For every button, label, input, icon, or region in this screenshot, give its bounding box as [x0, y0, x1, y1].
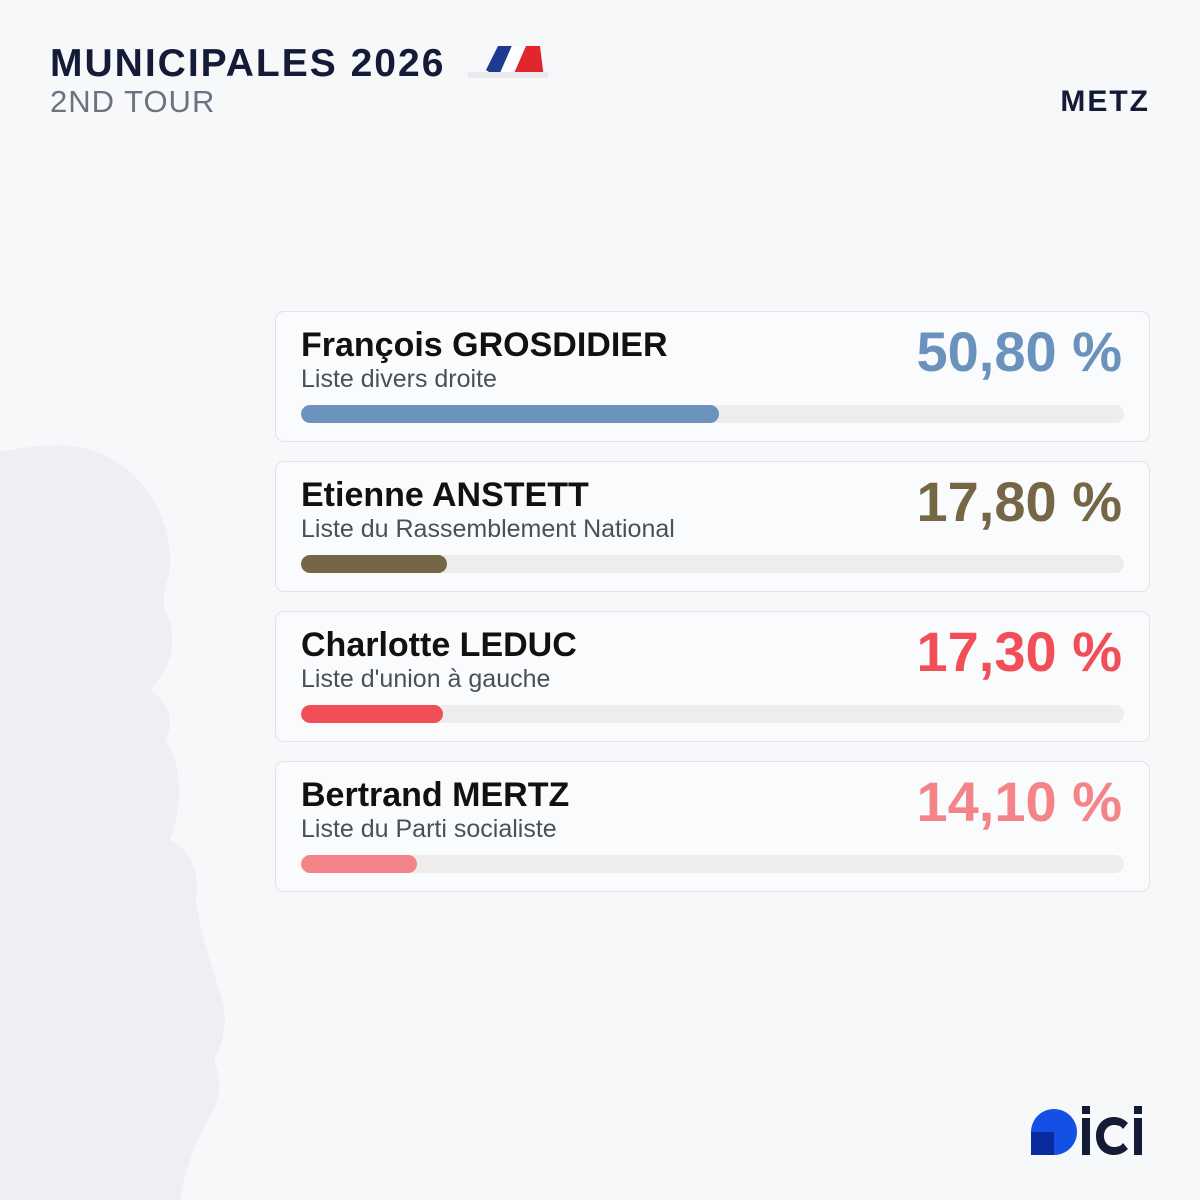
bar-fill [301, 705, 444, 723]
result-card: Etienne ANSTETT Liste du Rassemblement N… [275, 461, 1150, 592]
bar-fill [301, 405, 720, 423]
city-label: METZ [1060, 85, 1150, 118]
bar-fill [301, 555, 448, 573]
candidate-name: Charlotte LEDUC [301, 626, 577, 664]
candidate-name: Bertrand MERTZ [301, 776, 570, 814]
candidate-percentage: 50,80 % [916, 320, 1123, 383]
bar-track [301, 405, 1124, 423]
bar-fill [301, 855, 418, 873]
page-title: MUNICIPALES 2026 [50, 42, 446, 85]
marianne-silhouette-icon [0, 445, 225, 1200]
ici-logo [1031, 1106, 1142, 1155]
result-card: François GROSDIDIER Liste divers droite … [275, 311, 1150, 442]
page-subtitle: 2ND TOUR [50, 84, 216, 119]
candidate-name: Etienne ANSTETT [301, 476, 589, 514]
bar-track [301, 705, 1124, 723]
candidate-percentage: 14,10 % [916, 770, 1123, 833]
bar-track [301, 855, 1124, 873]
result-card: Charlotte LEDUC Liste d'union à gauche 1… [275, 611, 1150, 742]
candidate-list-name: Liste d'union à gauche [301, 665, 551, 693]
bar-track [301, 555, 1124, 573]
result-card: Bertrand MERTZ Liste du Parti socialiste… [275, 761, 1150, 892]
candidate-list-name: Liste divers droite [301, 365, 497, 393]
candidate-percentage: 17,80 % [916, 470, 1123, 533]
candidate-list-name: Liste du Parti socialiste [301, 815, 557, 843]
candidate-percentage: 17,30 % [916, 620, 1123, 683]
candidate-name: François GROSDIDIER [301, 326, 668, 364]
results-list: François GROSDIDIER Liste divers droite … [275, 311, 1150, 911]
french-flag-icon [468, 46, 548, 78]
candidate-list-name: Liste du Rassemblement National [301, 515, 675, 543]
